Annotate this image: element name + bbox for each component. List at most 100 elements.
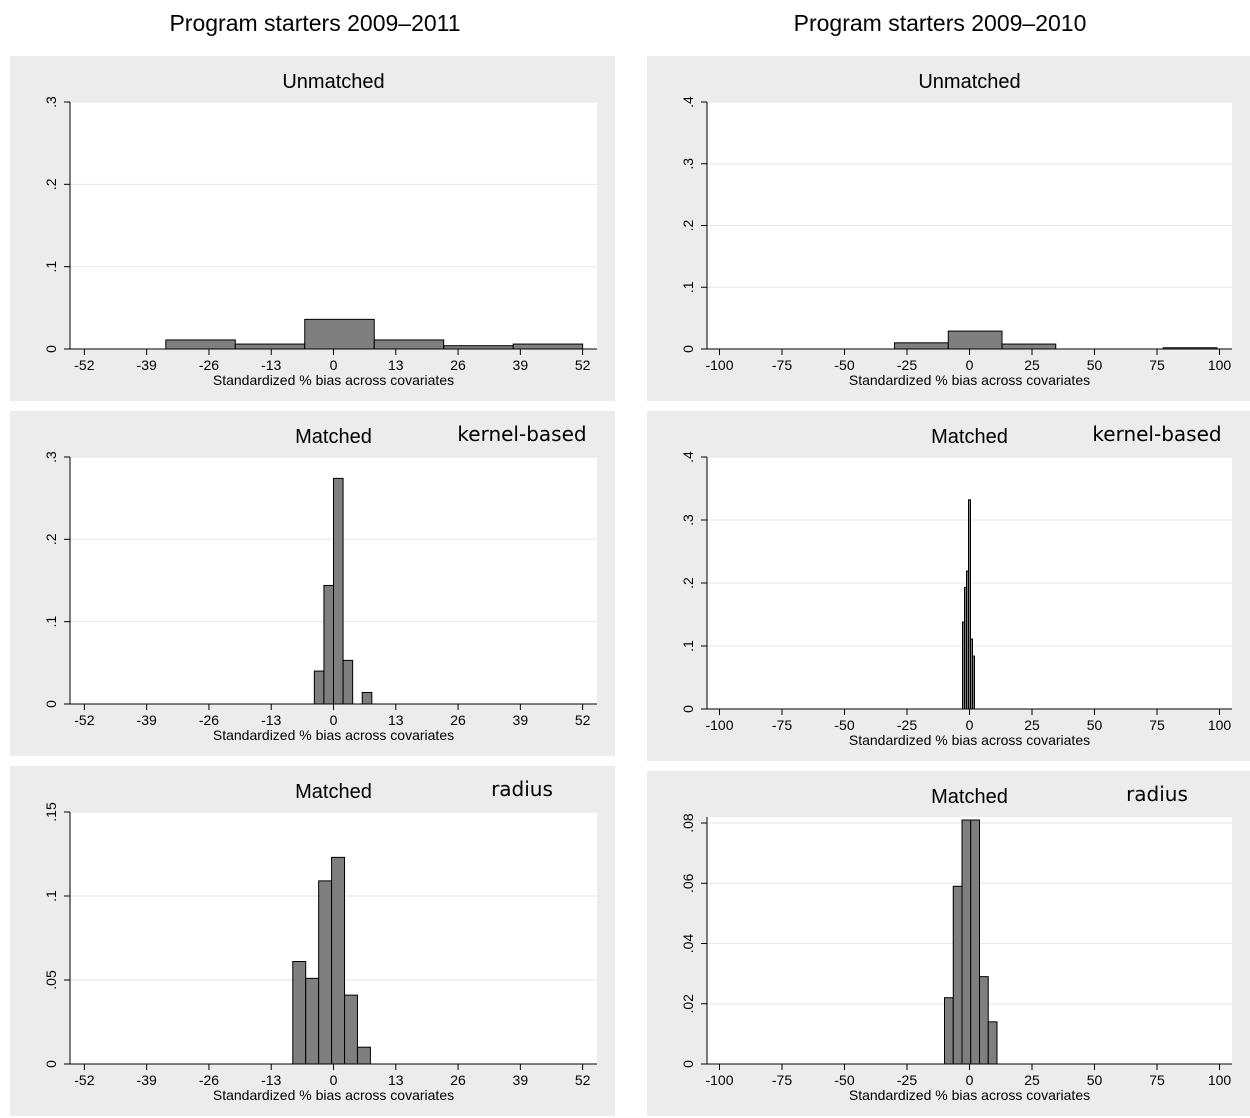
x-tick-label: -39 [137, 1072, 157, 1088]
x-tick-label: 75 [1149, 357, 1165, 373]
x-tick-label: 0 [330, 1072, 338, 1088]
x-tick-label: -75 [772, 1072, 792, 1088]
x-tick-label: 13 [388, 712, 404, 728]
histogram-svg: Unmatched 0 .1 .2 .3 -52 -39 -26 -13 0 13 26 39 52 Sta… [10, 56, 615, 401]
y-tick-label: .4 [680, 96, 696, 108]
histogram-bar [333, 477, 344, 705]
histogram-svg: Matched kernel-based 0 .1 .2 .3 -52 -39 -26 -13 0 1… [10, 411, 615, 756]
x-tick-label: 13 [388, 357, 404, 373]
chart-panel-unmatched-2009-2010: Unmatched 0 .1 .2 .3 .4 -100 -75 -50 -25 0 25 50 75 10… [647, 56, 1250, 401]
column-title-right: Program starters 2009–2010 [793, 10, 1087, 36]
x-tick-label: -26 [199, 712, 219, 728]
histogram-bar [373, 339, 445, 350]
x-tick-label: 50 [1087, 1072, 1103, 1088]
x-tick-label: -52 [74, 712, 94, 728]
histogram-bar [304, 318, 375, 350]
y-tick-label: .2 [43, 533, 59, 545]
x-tick-label: -100 [705, 717, 733, 733]
x-tick-label: 50 [1087, 357, 1103, 373]
chart-title: Unmatched [918, 71, 1020, 93]
x-tick-label: 25 [1024, 357, 1040, 373]
histogram-svg: Matched radius 0 .05 .1 .15 -52 -39 -26 -13 0 13 26 3… [10, 766, 615, 1116]
histogram-bar [344, 994, 358, 1065]
chart-title: Matched [295, 426, 372, 448]
x-axis-label: Standardized % bias across covariates [849, 732, 1090, 748]
x-tick-label: 39 [513, 712, 529, 728]
x-tick-label: 100 [1208, 1072, 1232, 1088]
histogram-bar [961, 819, 972, 1065]
y-tick-label: .3 [43, 451, 59, 463]
x-axis-label: Standardized % bias across covariates [213, 372, 454, 388]
histogram-svg: Unmatched 0 .1 .2 .3 .4 -100 -75 -50 -25 0 25 50 75 10… [647, 56, 1250, 401]
x-tick-label: 75 [1149, 1072, 1165, 1088]
x-tick-label: 0 [966, 357, 974, 373]
y-tick-label: .1 [680, 640, 696, 652]
y-tick-label: 0 [680, 1060, 696, 1068]
histogram-bar [234, 343, 306, 350]
x-tick-label: -25 [897, 717, 917, 733]
histogram-bar [512, 343, 584, 350]
x-tick-label: -100 [705, 1072, 733, 1088]
chart-title: Matched [931, 786, 1008, 808]
histogram-svg: Matched radius 0 .02 .04 .06 .08 -100 -75 -50 -25 0… [647, 771, 1250, 1116]
histogram-svg: Matched kernel-based 0 .1 .2 .3 .4 -100 -75 -50 -2… [647, 411, 1250, 761]
histogram-bar [361, 691, 373, 705]
histogram-bar [318, 880, 333, 1065]
histogram-bar [944, 997, 954, 1065]
x-axis-label: Standardized % bias across covariates [213, 1087, 454, 1103]
histogram-bar [331, 856, 346, 1065]
y-tick-label: .1 [43, 261, 59, 273]
x-tick-label: -25 [897, 357, 917, 373]
x-tick-label: -39 [137, 712, 157, 728]
histogram-bar [970, 819, 980, 1065]
y-tick-label: 0 [43, 1060, 59, 1068]
x-tick-label: 25 [1024, 1072, 1040, 1088]
y-tick-label: 0 [43, 700, 59, 708]
histogram-bar [356, 1046, 371, 1065]
histogram-bar [947, 330, 1003, 350]
x-tick-label: 13 [388, 1072, 404, 1088]
histogram-bar [305, 977, 320, 1065]
x-tick-label: 100 [1208, 717, 1232, 733]
y-tick-label: .2 [43, 178, 59, 190]
y-tick-label: 0 [43, 345, 59, 353]
y-tick-label: 0 [680, 705, 696, 713]
chart-panel-unmatched-2009-2011: Unmatched 0 .1 .2 .3 -52 -39 -26 -13 0 13 26 39 52 Sta… [10, 56, 615, 401]
y-tick-label: .4 [680, 451, 696, 463]
x-tick-label: 75 [1149, 717, 1165, 733]
x-tick-label: 25 [1024, 717, 1040, 733]
method-label: kernel-based [457, 422, 586, 446]
x-tick-label: -26 [199, 1072, 219, 1088]
x-tick-label: 26 [450, 357, 466, 373]
y-tick-label: .1 [680, 281, 696, 293]
x-tick-label: 26 [450, 1072, 466, 1088]
x-tick-label: -39 [137, 357, 157, 373]
x-tick-label: 0 [966, 717, 974, 733]
chart-panel-kernel-2009-2011: Matched kernel-based 0 .1 .2 .3 -52 -39 -26 -13 0 1… [10, 411, 615, 756]
histogram-bar [342, 659, 354, 705]
histogram-bar [972, 655, 975, 710]
chart-panel-radius-2009-2010: Matched radius 0 .02 .04 .06 .08 -100 -75 -50 -25 0… [647, 771, 1250, 1116]
x-axis-label: Standardized % bias across covariates [849, 372, 1090, 388]
y-tick-label: .08 [680, 813, 696, 833]
method-label: radius [491, 777, 553, 801]
histogram-bar [292, 961, 307, 1065]
x-tick-label: 52 [575, 357, 591, 373]
histogram-bar [952, 885, 963, 1065]
histogram-bar [1001, 343, 1057, 350]
y-tick-label: 0 [680, 345, 696, 353]
plot-area [70, 102, 597, 349]
column-title-left: Program starters 2009–2011 [169, 10, 461, 36]
chart-title: Matched [931, 426, 1008, 448]
x-tick-label: -52 [74, 357, 94, 373]
x-tick-label: 39 [513, 1072, 529, 1088]
x-tick-label: 0 [330, 712, 338, 728]
method-label: kernel-based [1092, 422, 1221, 446]
x-tick-label: 0 [330, 357, 338, 373]
x-tick-label: -50 [834, 357, 854, 373]
x-tick-label: -100 [705, 357, 733, 373]
x-tick-label: 39 [513, 357, 529, 373]
x-tick-label: 26 [450, 712, 466, 728]
x-tick-label: -13 [261, 357, 281, 373]
x-tick-label: 52 [575, 1072, 591, 1088]
